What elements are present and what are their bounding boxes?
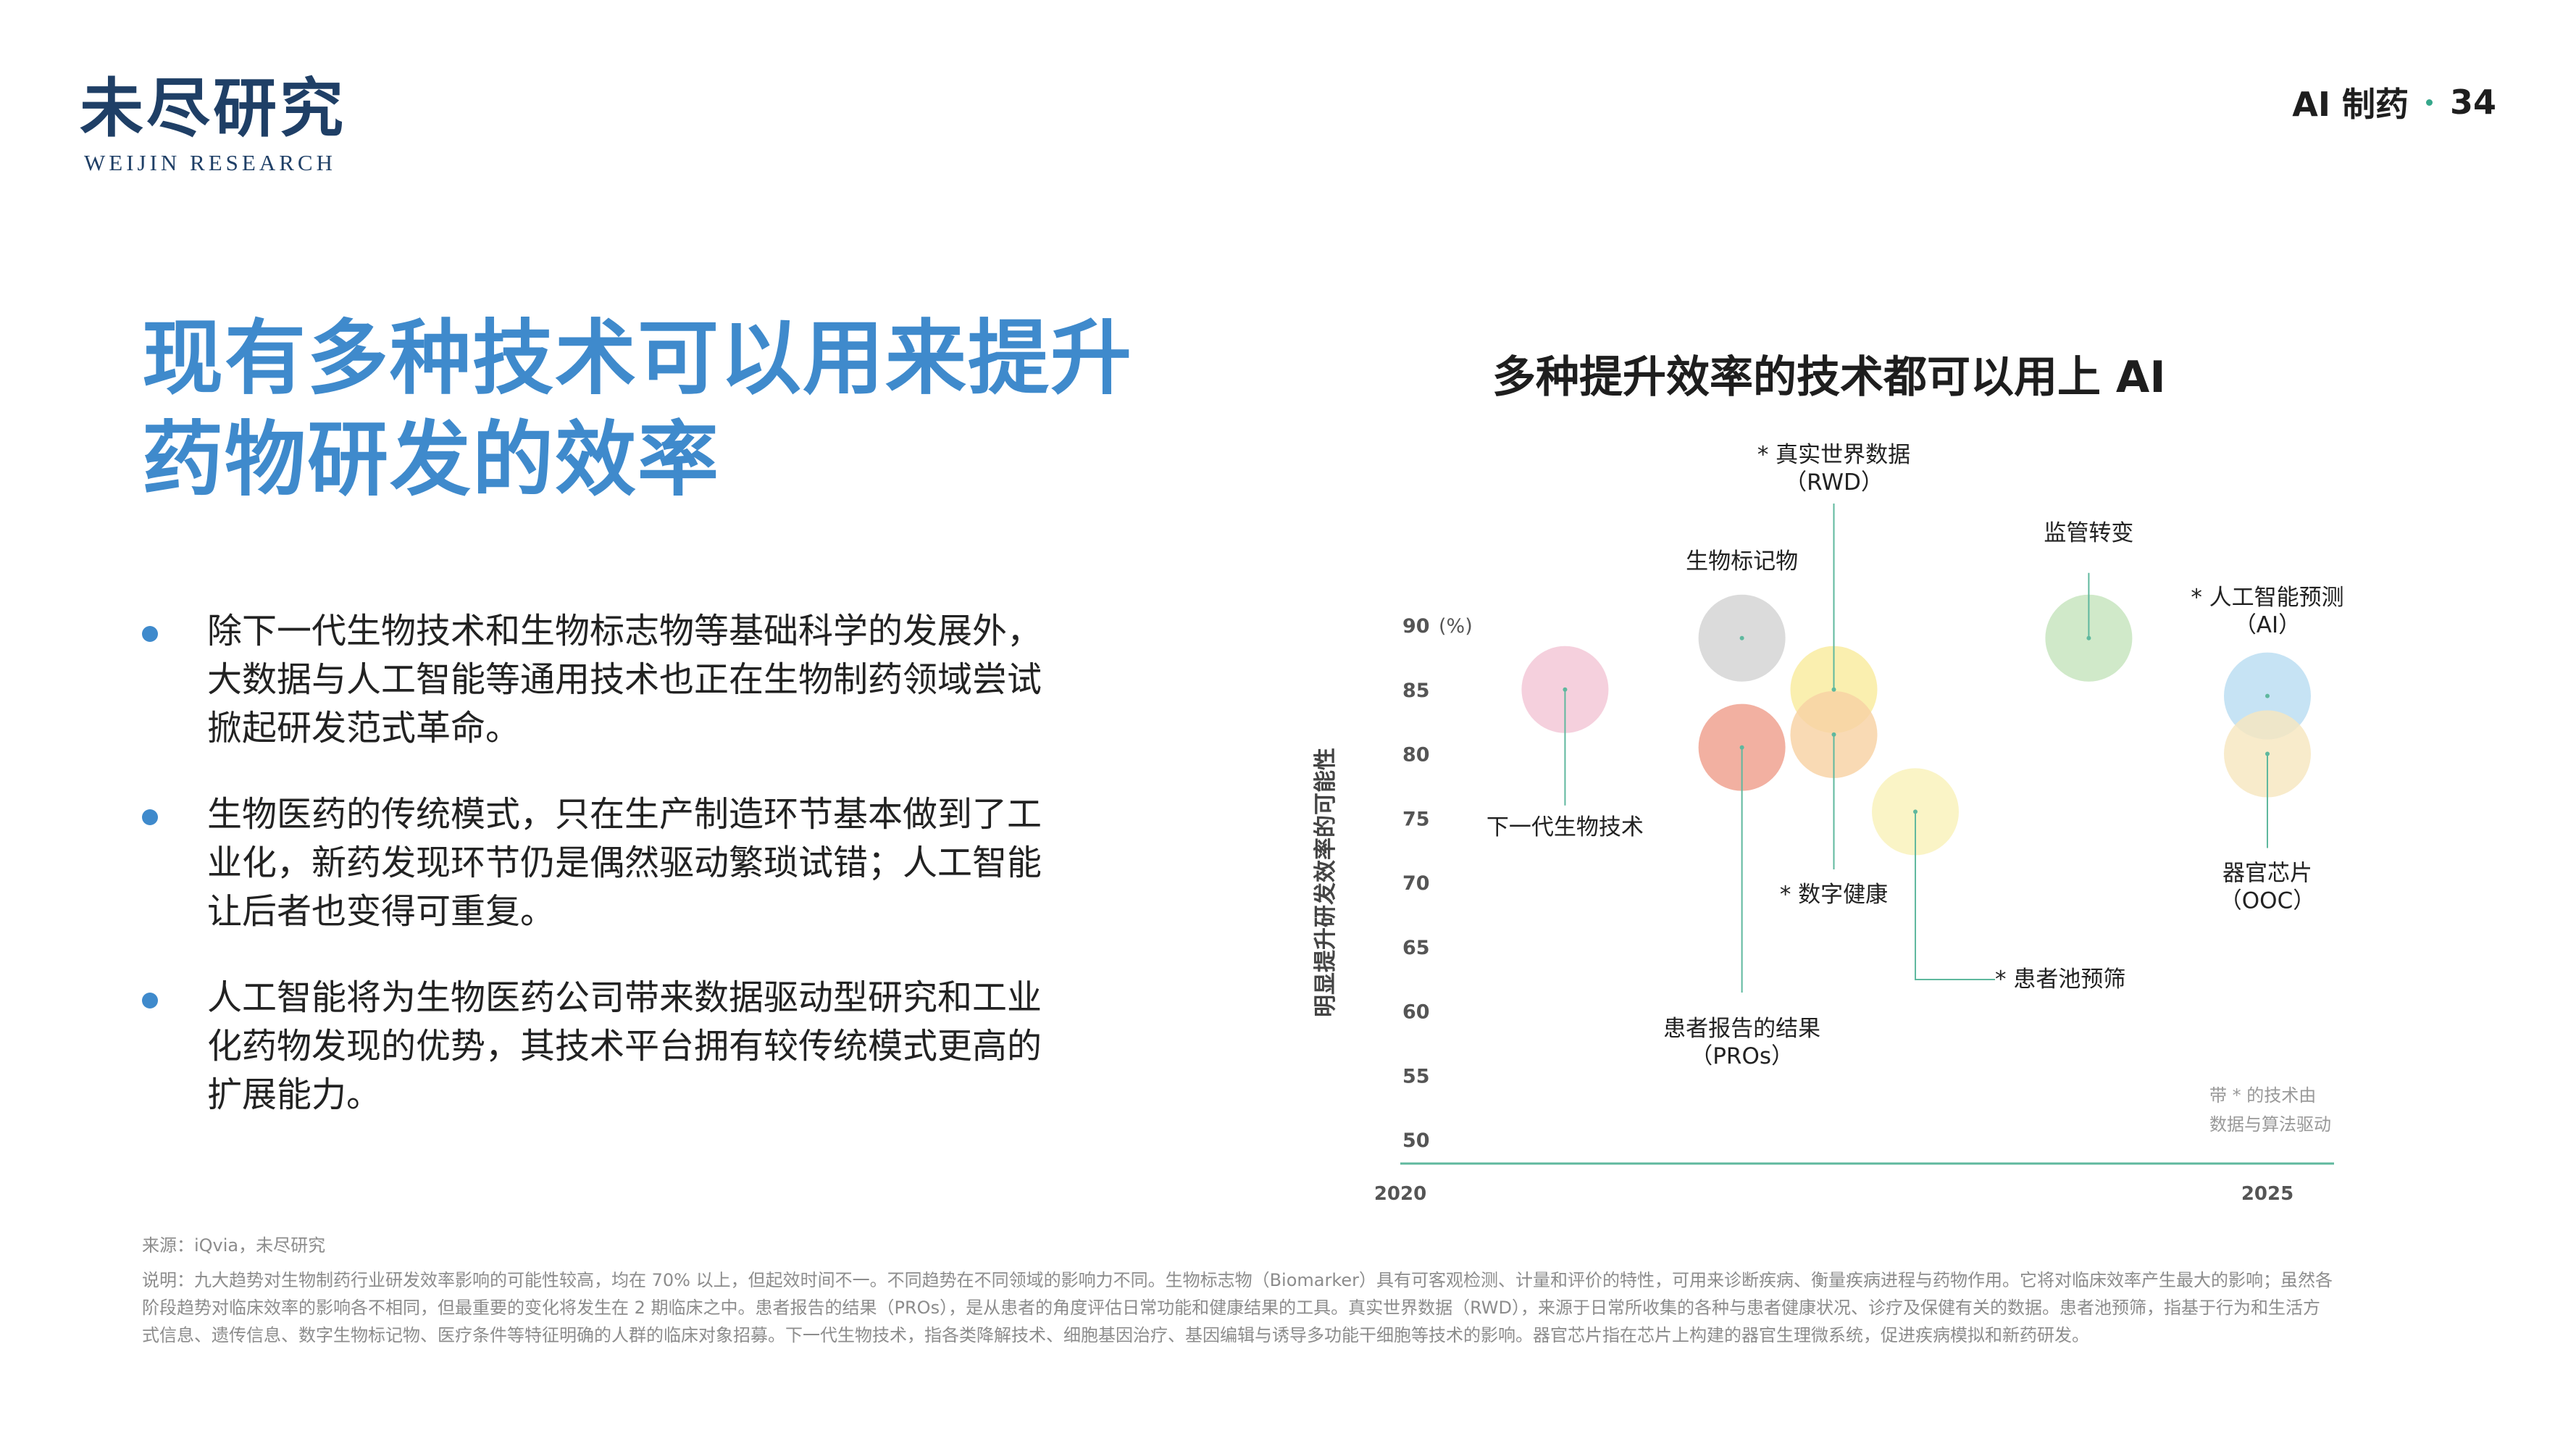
y-axis-unit: (%) bbox=[1439, 615, 1473, 638]
center-dot bbox=[1831, 732, 1836, 737]
bubble-label: （AI） bbox=[2234, 612, 2301, 638]
bullet-line: 扩展能力。 bbox=[207, 1074, 382, 1115]
bullet-line: 业化，新药发现环节仍是偶然驱动繁琐试错；人工智能 bbox=[207, 843, 1042, 883]
bubble-label: （OOC） bbox=[2220, 888, 2315, 914]
bullet-line: 让后者也变得可重复。 bbox=[207, 891, 556, 932]
logo: 未尽研究 WEIJIN RESEARCH bbox=[80, 76, 346, 176]
section-label: AI 制药 bbox=[2292, 85, 2409, 124]
bullet-dot-icon bbox=[142, 626, 158, 642]
center-dot bbox=[1739, 635, 1744, 640]
center-dot bbox=[1913, 809, 1918, 814]
chart-note: 数据与算法驱动 bbox=[2209, 1114, 2331, 1135]
bubble-label: （PROs） bbox=[1690, 1043, 1794, 1069]
separator-dot-icon bbox=[2425, 99, 2433, 106]
bullet-line: 除下一代生物技术和生物标志物等基础科学的发展外， bbox=[207, 611, 1042, 651]
bubble-label: （RWD） bbox=[1784, 469, 1883, 496]
bubble-label: 患者报告的结果 bbox=[1663, 1016, 1820, 1042]
footnote-line: 说明：九大趋势对生物制药行业研发效率影响的可能性较高，均在 70% 以上，但起效… bbox=[142, 1270, 2333, 1290]
center-dot bbox=[2265, 693, 2270, 698]
page-title-line-2: 药物研发的效率 bbox=[142, 413, 720, 507]
bullet-text: 生物医药的传统模式，只在生产制造环节基本做到了工 业化，新药发现环节仍是偶然驱动… bbox=[207, 790, 1123, 936]
x-tick-label: 2025 bbox=[2241, 1183, 2293, 1205]
page-header: AI 制药 34 bbox=[2292, 78, 2496, 126]
bullet-item: 生物医药的传统模式，只在生产制造环节基本做到了工 业化，新药发现环节仍是偶然驱动… bbox=[138, 790, 1123, 936]
source-note: 来源：iQvia，未尽研究 bbox=[142, 1235, 326, 1256]
logo-english: WEIJIN RESEARCH bbox=[84, 150, 336, 175]
center-dot bbox=[1831, 687, 1836, 692]
center-dot bbox=[1739, 745, 1744, 750]
bubble-label: * 真实世界数据 bbox=[1757, 442, 1910, 468]
chart-note: 带 * 的技术由 bbox=[2209, 1085, 2316, 1106]
center-dot bbox=[2265, 751, 2270, 756]
bullet-text: 除下一代生物技术和生物标志物等基础科学的发展外， 大数据与人工智能等通用技术也正… bbox=[207, 607, 1123, 753]
bubble-label: * 数字健康 bbox=[1780, 882, 1888, 908]
bullet-item: 人工智能将为生物医药公司带来数据驱动型研究和工业 化药物发现的优势，其技术平台拥… bbox=[138, 974, 1123, 1119]
y-tick-label: 60 bbox=[1402, 1001, 1430, 1024]
bullet-item: 除下一代生物技术和生物标志物等基础科学的发展外， 大数据与人工智能等通用技术也正… bbox=[138, 607, 1123, 753]
bullet-line: 化药物发现的优势，其技术平台拥有较传统模式更高的 bbox=[207, 1026, 1042, 1066]
y-tick-label: 90 bbox=[1402, 615, 1430, 638]
y-tick-label: 65 bbox=[1402, 937, 1430, 959]
y-tick-label: 70 bbox=[1402, 872, 1430, 895]
y-tick-label: 55 bbox=[1402, 1065, 1430, 1087]
bullet-dot-icon bbox=[142, 809, 158, 825]
bubble-label: * 人工智能预测 bbox=[2191, 585, 2343, 611]
bullet-line: 生物医药的传统模式，只在生产制造环节基本做到了工 bbox=[207, 794, 1042, 835]
bubble-label: 监管转变 bbox=[2044, 520, 2133, 546]
bullet-list: 除下一代生物技术和生物标志物等基础科学的发展外， 大数据与人工智能等通用技术也正… bbox=[138, 607, 1123, 1157]
center-dot bbox=[2086, 635, 2091, 640]
bubble-label: * 患者池预筛 bbox=[1995, 966, 2125, 993]
bullet-line: 掀起研发范式革命。 bbox=[207, 708, 521, 748]
page-title-line-1: 现有多种技术可以用来提升 bbox=[142, 312, 1133, 406]
bullet-dot-icon bbox=[142, 993, 158, 1009]
y-tick-label: 50 bbox=[1402, 1129, 1430, 1152]
bullet-text: 人工智能将为生物医药公司带来数据驱动型研究和工业 化药物发现的优势，其技术平台拥… bbox=[207, 974, 1123, 1119]
bubble-label: 生物标记物 bbox=[1686, 548, 1798, 575]
footnote-line: 阶段趋势对临床效率的影响各不相同，但最重要的变化将发生在 2 期临床之中。患者报… bbox=[142, 1298, 2320, 1318]
y-tick-label: 80 bbox=[1402, 744, 1430, 767]
bubble-label: 器官芯片 bbox=[2222, 861, 2312, 887]
center-dot bbox=[1563, 687, 1568, 692]
page-number: 34 bbox=[2449, 83, 2496, 122]
leader-line bbox=[1915, 811, 1996, 980]
bubble-label: 下一代生物技术 bbox=[1486, 814, 1644, 840]
y-tick-label: 85 bbox=[1402, 680, 1430, 702]
footer: 来源：iQvia，未尽研究 说明：九大趋势对生物制药行业研发效率影响的可能性较高… bbox=[142, 1232, 2438, 1349]
footnote-line: 式信息、遗传信息、数字生物标记物、医疗条件等特征明确的人群的临床对象招募。下一代… bbox=[142, 1325, 2089, 1345]
y-axis-title: 明显提升研发效率的可能性 bbox=[1313, 748, 1339, 1017]
page-title: 现有多种技术可以用来提升 药物研发的效率 bbox=[142, 308, 1192, 511]
x-tick-label: 2020 bbox=[1374, 1183, 1426, 1205]
bubble-chart: 明显提升研发效率的可能性 90 (%) 85 80 75 70 65 60 55 50 2020 202… bbox=[1313, 442, 2344, 1205]
bullet-line: 大数据与人工智能等通用技术也正在生物制药领域尝试 bbox=[207, 659, 1042, 700]
y-tick-label: 75 bbox=[1402, 808, 1430, 830]
chart-title: 多种提升效率的技术都可以用上 AI bbox=[1492, 352, 2166, 403]
logo-chinese: 未尽研究 bbox=[80, 70, 347, 146]
bullet-line: 人工智能将为生物医药公司带来数据驱动型研究和工业 bbox=[207, 977, 1042, 1018]
